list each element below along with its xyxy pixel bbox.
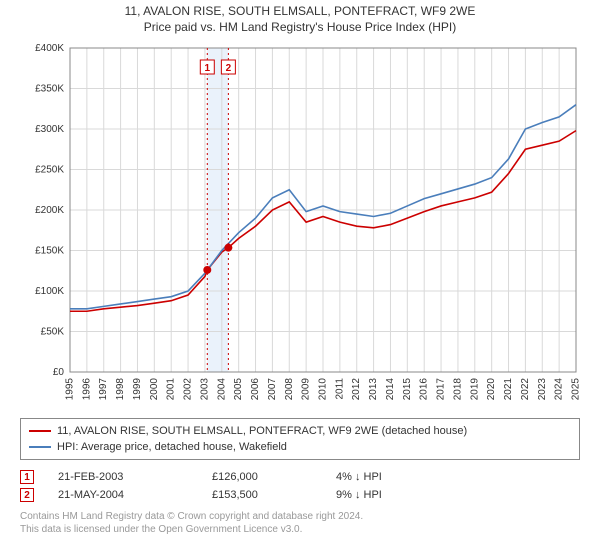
title-line-2: Price paid vs. HM Land Registry's House …	[0, 20, 600, 34]
legend-label: 11, AVALON RISE, SOUTH ELMSALL, PONTEFRA…	[57, 423, 467, 439]
transaction-row: 1 21-FEB-2003 £126,000 4% ↓ HPI	[20, 468, 580, 486]
svg-text:2011: 2011	[334, 378, 345, 400]
transaction-hpi: 4% ↓ HPI	[336, 471, 456, 483]
svg-text:1999: 1999	[132, 378, 143, 401]
svg-text:2020: 2020	[486, 378, 497, 401]
footer-line-2: This data is licensed under the Open Gov…	[20, 523, 580, 536]
svg-text:2006: 2006	[250, 378, 261, 401]
footer-attribution: Contains HM Land Registry data © Crown c…	[20, 510, 580, 536]
svg-text:£350K: £350K	[35, 84, 64, 95]
svg-text:2005: 2005	[233, 378, 244, 401]
svg-text:£250K: £250K	[35, 165, 64, 176]
svg-text:£0: £0	[53, 367, 65, 378]
svg-text:£200K: £200K	[35, 205, 64, 216]
svg-text:£50K: £50K	[41, 327, 65, 338]
title-line-1: 11, AVALON RISE, SOUTH ELMSALL, PONTEFRA…	[0, 4, 600, 18]
svg-text:2003: 2003	[199, 378, 210, 401]
transaction-row: 2 21-MAY-2004 £153,500 9% ↓ HPI	[20, 486, 580, 504]
svg-text:2008: 2008	[284, 378, 295, 401]
svg-text:1: 1	[205, 63, 211, 74]
svg-text:2024: 2024	[554, 378, 565, 401]
svg-text:2004: 2004	[216, 378, 227, 401]
legend-swatch	[29, 430, 51, 432]
svg-text:2010: 2010	[318, 378, 329, 401]
svg-text:2016: 2016	[419, 378, 430, 401]
svg-text:2014: 2014	[385, 378, 396, 401]
transaction-marker: 1	[20, 470, 34, 484]
chart-legend: 11, AVALON RISE, SOUTH ELMSALL, PONTEFRA…	[20, 418, 580, 460]
svg-text:2018: 2018	[452, 378, 463, 401]
transactions-table: 1 21-FEB-2003 £126,000 4% ↓ HPI 2 21-MAY-2004…	[20, 468, 580, 504]
svg-text:2012: 2012	[351, 378, 362, 401]
svg-text:2021: 2021	[503, 378, 514, 401]
svg-text:1996: 1996	[81, 378, 92, 401]
svg-text:2017: 2017	[436, 378, 447, 401]
svg-text:2009: 2009	[301, 378, 312, 401]
svg-text:2000: 2000	[149, 378, 160, 401]
legend-item: HPI: Average price, detached house, Wake…	[29, 439, 571, 455]
svg-text:1997: 1997	[98, 378, 109, 401]
svg-text:2022: 2022	[520, 378, 531, 401]
legend-label: HPI: Average price, detached house, Wake…	[57, 439, 287, 455]
transaction-price: £126,000	[212, 471, 312, 483]
footer-line-1: Contains HM Land Registry data © Crown c…	[20, 510, 580, 523]
svg-text:2: 2	[226, 63, 232, 74]
transaction-price: £153,500	[212, 489, 312, 501]
transaction-date: 21-MAY-2004	[58, 489, 188, 501]
svg-text:£300K: £300K	[35, 124, 64, 135]
svg-text:2025: 2025	[571, 378, 581, 401]
legend-item: 11, AVALON RISE, SOUTH ELMSALL, PONTEFRA…	[29, 423, 571, 439]
title-block: 11, AVALON RISE, SOUTH ELMSALL, PONTEFRA…	[0, 0, 600, 36]
svg-text:2019: 2019	[469, 378, 480, 401]
svg-text:1998: 1998	[115, 378, 126, 401]
svg-text:2001: 2001	[166, 378, 177, 401]
svg-text:2002: 2002	[183, 378, 194, 401]
svg-text:£400K: £400K	[35, 43, 64, 54]
transaction-marker: 2	[20, 488, 34, 502]
svg-text:2007: 2007	[267, 378, 278, 401]
svg-text:£150K: £150K	[35, 246, 64, 257]
legend-swatch	[29, 446, 51, 448]
svg-text:1995: 1995	[65, 378, 76, 401]
svg-text:2013: 2013	[368, 378, 379, 401]
transaction-hpi: 9% ↓ HPI	[336, 489, 456, 501]
transaction-date: 21-FEB-2003	[58, 471, 188, 483]
svg-text:2023: 2023	[537, 378, 548, 401]
svg-text:2015: 2015	[402, 378, 413, 401]
price-chart: £0 £50K £100K £150K £200K £250K £300K £350K £400…	[20, 42, 580, 412]
svg-text:£100K: £100K	[35, 286, 64, 297]
